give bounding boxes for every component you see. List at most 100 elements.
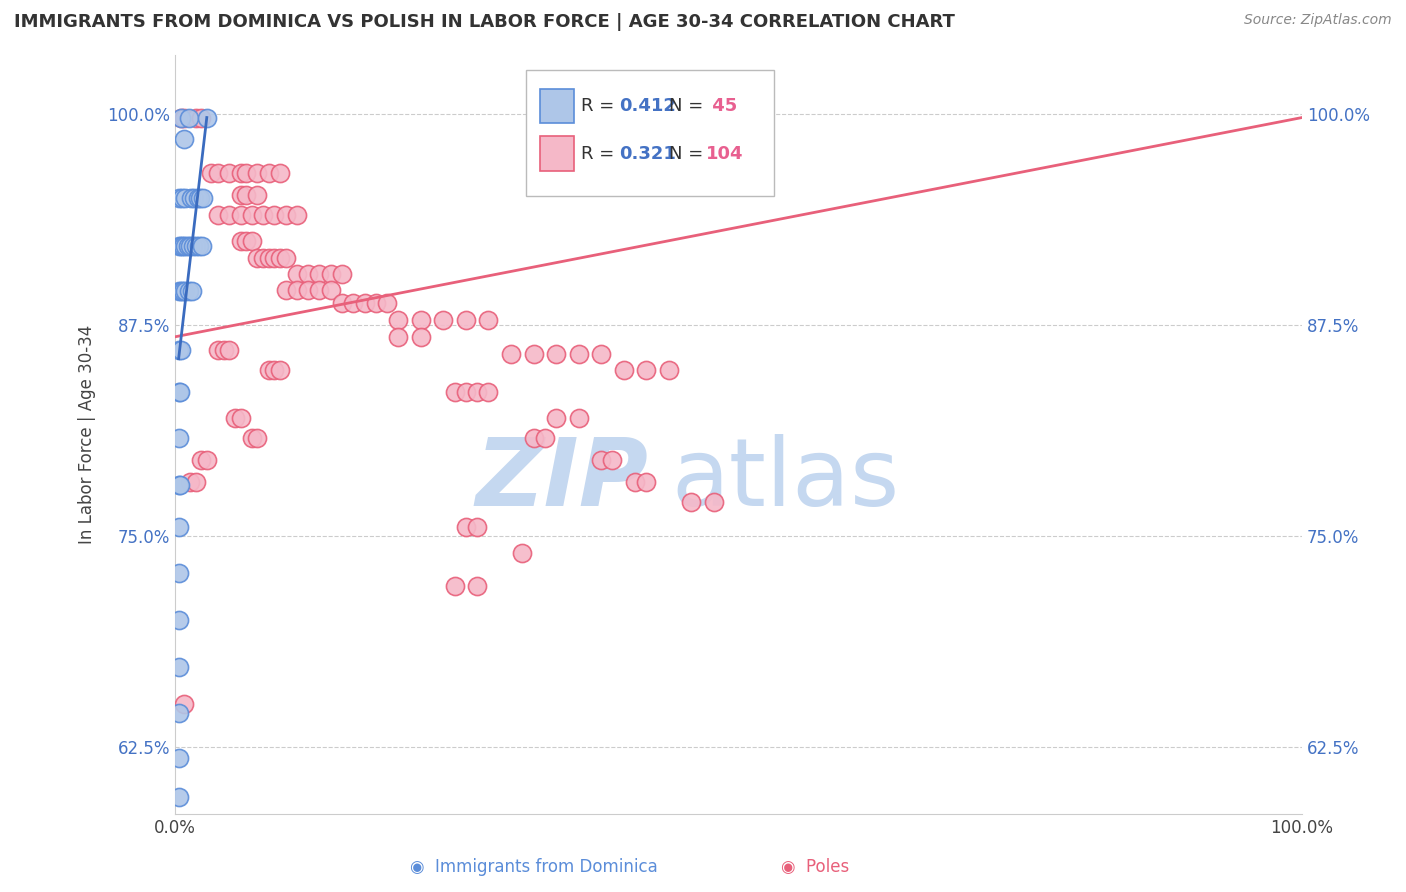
Point bbox=[353, 296, 375, 310]
Point bbox=[184, 238, 207, 252]
Point bbox=[207, 208, 229, 222]
Point bbox=[591, 453, 613, 467]
Point bbox=[200, 166, 222, 180]
Point bbox=[443, 385, 465, 400]
Point bbox=[568, 346, 591, 360]
Point bbox=[235, 188, 257, 202]
Point bbox=[246, 166, 269, 180]
Text: 0.412: 0.412 bbox=[619, 97, 676, 115]
Point bbox=[409, 330, 432, 344]
Point bbox=[285, 283, 308, 297]
Point bbox=[184, 111, 207, 125]
Point bbox=[167, 431, 190, 445]
Point bbox=[167, 343, 190, 358]
Point bbox=[274, 208, 297, 222]
Text: N =: N = bbox=[669, 97, 709, 115]
Point bbox=[636, 363, 658, 377]
Point bbox=[218, 166, 240, 180]
Point bbox=[319, 283, 342, 297]
Point bbox=[177, 284, 200, 298]
Point bbox=[218, 343, 240, 358]
Point bbox=[285, 268, 308, 282]
Text: Source: ZipAtlas.com: Source: ZipAtlas.com bbox=[1244, 13, 1392, 28]
Point bbox=[263, 251, 285, 265]
Point bbox=[229, 166, 252, 180]
Point bbox=[443, 579, 465, 593]
FancyBboxPatch shape bbox=[526, 70, 773, 195]
Point bbox=[257, 363, 280, 377]
Point bbox=[207, 166, 229, 180]
Point bbox=[167, 613, 190, 627]
Point bbox=[240, 431, 263, 445]
Point bbox=[193, 192, 215, 206]
Point bbox=[174, 284, 197, 298]
Point bbox=[454, 313, 477, 327]
Point bbox=[387, 330, 409, 344]
Point bbox=[174, 238, 197, 252]
Point bbox=[613, 363, 636, 377]
Point bbox=[308, 283, 330, 297]
Point bbox=[330, 268, 353, 282]
Point bbox=[173, 132, 195, 146]
Point bbox=[477, 313, 499, 327]
Point bbox=[167, 706, 190, 720]
Point bbox=[246, 188, 269, 202]
Point bbox=[224, 410, 246, 425]
Text: IMMIGRANTS FROM DOMINICA VS POLISH IN LABOR FORCE | AGE 30-34 CORRELATION CHART: IMMIGRANTS FROM DOMINICA VS POLISH IN LA… bbox=[14, 13, 955, 31]
Point bbox=[229, 410, 252, 425]
Point bbox=[167, 566, 190, 580]
Text: ◉  Immigrants from Dominica: ◉ Immigrants from Dominica bbox=[411, 858, 658, 876]
Point bbox=[257, 251, 280, 265]
Text: N =: N = bbox=[669, 145, 709, 163]
Point bbox=[546, 346, 568, 360]
Point bbox=[235, 234, 257, 248]
Point bbox=[181, 284, 204, 298]
Point bbox=[246, 431, 269, 445]
Point bbox=[167, 385, 190, 400]
Point bbox=[167, 284, 190, 298]
Point bbox=[170, 192, 193, 206]
Point bbox=[297, 268, 319, 282]
Point bbox=[252, 208, 274, 222]
Point bbox=[180, 192, 202, 206]
Point bbox=[636, 475, 658, 489]
Point bbox=[173, 111, 195, 125]
Point bbox=[274, 251, 297, 265]
Point bbox=[167, 823, 190, 838]
Point bbox=[181, 238, 204, 252]
Point bbox=[522, 346, 544, 360]
Point bbox=[167, 238, 190, 252]
Point bbox=[229, 208, 252, 222]
Point bbox=[170, 238, 193, 252]
Point bbox=[177, 111, 200, 125]
Point bbox=[465, 579, 488, 593]
Text: 104: 104 bbox=[706, 145, 744, 163]
Point bbox=[179, 238, 201, 252]
FancyBboxPatch shape bbox=[540, 88, 574, 123]
Point bbox=[190, 453, 212, 467]
Point bbox=[274, 283, 297, 297]
Point bbox=[602, 453, 624, 467]
Text: ◉  Poles: ◉ Poles bbox=[782, 858, 849, 876]
Point bbox=[229, 188, 252, 202]
Point bbox=[172, 284, 194, 298]
Point bbox=[432, 313, 454, 327]
Text: 45: 45 bbox=[706, 97, 737, 115]
Point bbox=[510, 546, 533, 560]
Point bbox=[375, 296, 398, 310]
Point bbox=[465, 520, 488, 534]
Point bbox=[169, 385, 191, 400]
Point bbox=[285, 208, 308, 222]
Point bbox=[624, 475, 647, 489]
Point bbox=[263, 208, 285, 222]
Point bbox=[522, 431, 544, 445]
Point bbox=[409, 313, 432, 327]
Point bbox=[546, 410, 568, 425]
Point bbox=[591, 346, 613, 360]
Point bbox=[176, 238, 198, 252]
Point bbox=[568, 410, 591, 425]
Point bbox=[342, 296, 364, 310]
Point bbox=[465, 385, 488, 400]
Point bbox=[184, 475, 207, 489]
Point bbox=[167, 751, 190, 765]
